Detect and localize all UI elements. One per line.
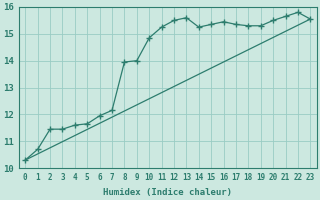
X-axis label: Humidex (Indice chaleur): Humidex (Indice chaleur) (103, 188, 232, 197)
